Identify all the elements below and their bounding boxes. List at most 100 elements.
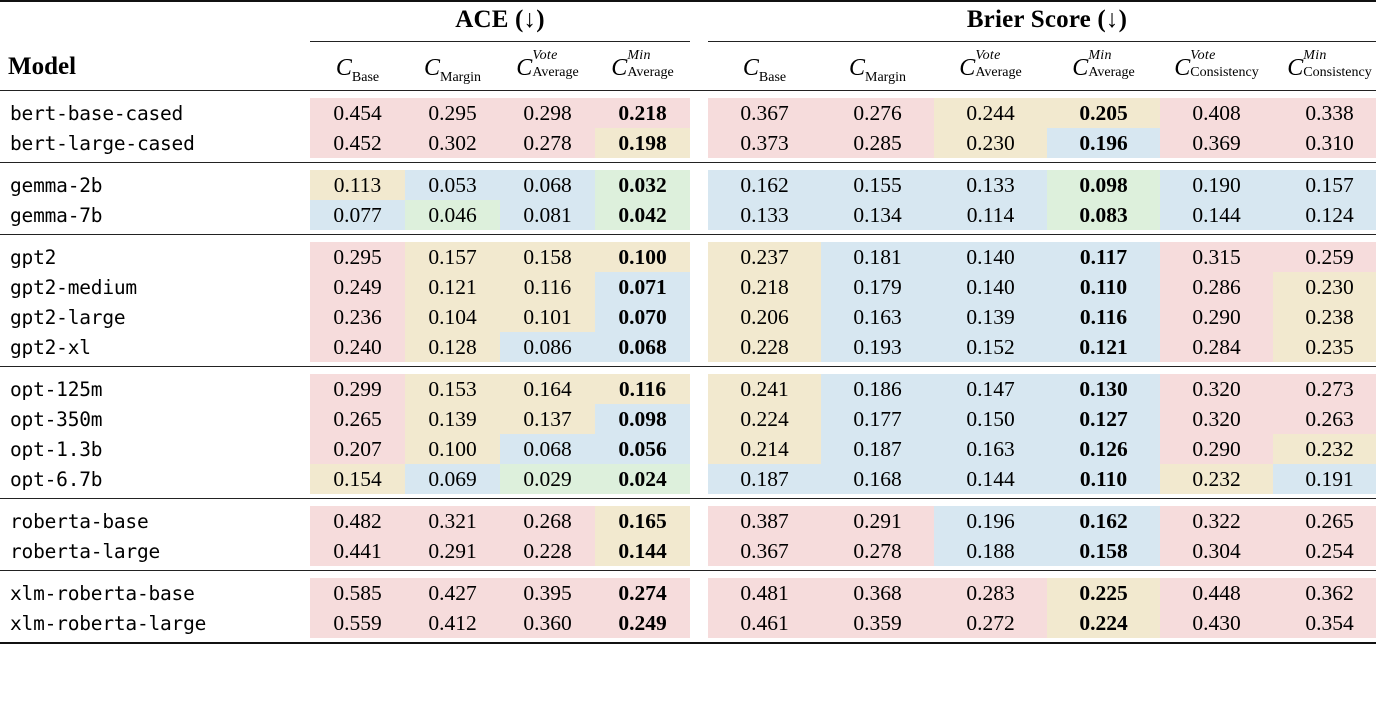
metric-symbol: CMargin [424, 56, 481, 85]
metric-superscript: Min [1303, 48, 1327, 63]
row-gap [690, 200, 708, 230]
metric-symbol: C Min Average [611, 48, 673, 82]
value-cell: 0.241 [708, 374, 821, 405]
column-header-vote-average: C Vote Average [500, 42, 595, 91]
model-name-cell: bert-large-cased [10, 131, 195, 155]
value-cell: 0.214 [708, 434, 821, 465]
metric-subscript: Margin [865, 70, 906, 86]
metric-base-letter: C [516, 55, 533, 82]
group-rule-row [0, 41, 1376, 42]
value-cell: 0.482 [310, 506, 405, 537]
row-gap [690, 578, 708, 608]
value-cell: 0.285 [821, 128, 934, 159]
value-cell: 0.154 [310, 464, 405, 495]
metric-base-letter: C [335, 55, 352, 82]
value-cell: 0.272 [934, 608, 1047, 639]
value-cell: 0.100 [595, 242, 690, 273]
row-gap [690, 506, 708, 536]
value-cell: 0.069 [405, 464, 500, 495]
value-cell: 0.290 [1160, 434, 1273, 465]
table-row: gpt2 0.295 0.157 0.158 0.100 0.237 0.181 0.140 0… [0, 242, 1376, 273]
block-spacer [0, 571, 1376, 578]
value-cell: 0.249 [310, 272, 405, 303]
metric-symbol: C Min Consistency [1287, 48, 1372, 81]
metric-symbol: C Vote Consistency [1174, 48, 1258, 82]
value-cell: 0.186 [821, 374, 934, 405]
value-cell: 0.165 [595, 506, 690, 537]
value-cell: 0.068 [500, 434, 595, 465]
value-cell: 0.278 [821, 536, 934, 567]
value-cell: 0.100 [405, 434, 500, 465]
value-cell: 0.190 [1160, 170, 1273, 201]
group-rule-ace [310, 41, 690, 42]
value-cell: 0.147 [934, 374, 1047, 405]
value-cell: 0.168 [821, 464, 934, 495]
metric-superscript: Min [627, 48, 651, 63]
table-foot [0, 642, 1376, 646]
metric-subscript: Average [975, 65, 1022, 81]
model-name-cell: gemma-7b [10, 203, 103, 227]
value-cell: 0.196 [1047, 128, 1160, 159]
metric-subscript: Consistency [1303, 65, 1372, 81]
metric-base-letter: C [611, 55, 628, 82]
metric-superscript: Vote [975, 48, 1001, 63]
model-name-cell: opt-6.7b [10, 467, 103, 491]
table-row: xlm-roberta-large 0.559 0.412 0.360 0.249 0.4… [0, 608, 1376, 639]
metric-scripts: Min Average [627, 48, 673, 80]
metric-base-letter: C [959, 55, 976, 82]
metric-base-letter: C [1174, 55, 1191, 82]
value-cell: 0.144 [1160, 200, 1273, 231]
value-cell: 0.265 [310, 404, 405, 435]
value-cell: 0.110 [1047, 272, 1160, 303]
value-cell: 0.278 [500, 128, 595, 159]
row-gap [690, 242, 708, 272]
value-cell: 0.130 [1047, 374, 1160, 405]
value-cell: 0.408 [1160, 98, 1273, 129]
value-cell: 0.110 [1047, 464, 1160, 495]
value-cell: 0.387 [708, 506, 821, 537]
value-cell: 0.284 [1160, 332, 1273, 363]
value-cell: 0.430 [1160, 608, 1273, 639]
block-separator-rule [0, 366, 1376, 368]
value-cell: 0.448 [1160, 578, 1273, 609]
value-cell: 0.163 [934, 434, 1047, 465]
value-cell: 0.359 [821, 608, 934, 639]
value-cell: 0.134 [821, 200, 934, 231]
value-cell: 0.024 [595, 464, 690, 495]
value-cell: 0.162 [708, 170, 821, 201]
value-cell: 0.188 [934, 536, 1047, 567]
block-separator-rule [0, 162, 1376, 164]
metric-symbol: CMargin [849, 55, 906, 85]
value-cell: 0.032 [595, 170, 690, 201]
metric-base-letter: C [849, 55, 866, 82]
value-cell: 0.225 [1047, 578, 1160, 609]
value-cell: 0.056 [595, 434, 690, 465]
value-cell: 0.298 [500, 98, 595, 129]
value-cell: 0.224 [708, 404, 821, 435]
value-cell: 0.441 [310, 536, 405, 567]
value-cell: 0.322 [1160, 506, 1273, 537]
model-name-cell: xlm-roberta-large [10, 611, 207, 635]
column-header-row: Model CBase CMargin C Vote Average C Min Average… [0, 42, 1376, 91]
value-cell: 0.338 [1273, 98, 1376, 129]
midrule [0, 90, 1376, 92]
group-title-brier-score: Brier Score (↓) [966, 6, 1128, 33]
value-cell: 0.081 [500, 200, 595, 231]
value-cell: 0.104 [405, 302, 500, 333]
value-cell: 0.452 [310, 128, 405, 159]
value-cell: 0.140 [934, 272, 1047, 303]
model-name-cell: xlm-roberta-base [10, 581, 195, 605]
value-cell: 0.254 [1273, 536, 1376, 567]
value-cell: 0.126 [1047, 434, 1160, 465]
value-cell: 0.144 [595, 536, 690, 567]
metric-subscript: Average [1088, 65, 1135, 81]
value-cell: 0.157 [405, 242, 500, 273]
row-gap [690, 464, 708, 494]
value-cell: 0.198 [595, 128, 690, 159]
table-body: bert-base-cased 0.454 0.295 0.298 0.218 0.367… [0, 91, 1376, 643]
results-table: ACE (↓) Brier Score (↓) Model CBase CMargin… [0, 0, 1376, 646]
value-cell: 0.290 [1160, 302, 1273, 333]
value-cell: 0.291 [405, 536, 500, 567]
block-spacer [0, 91, 1376, 98]
metric-scripts: Vote Consistency [1190, 48, 1258, 80]
